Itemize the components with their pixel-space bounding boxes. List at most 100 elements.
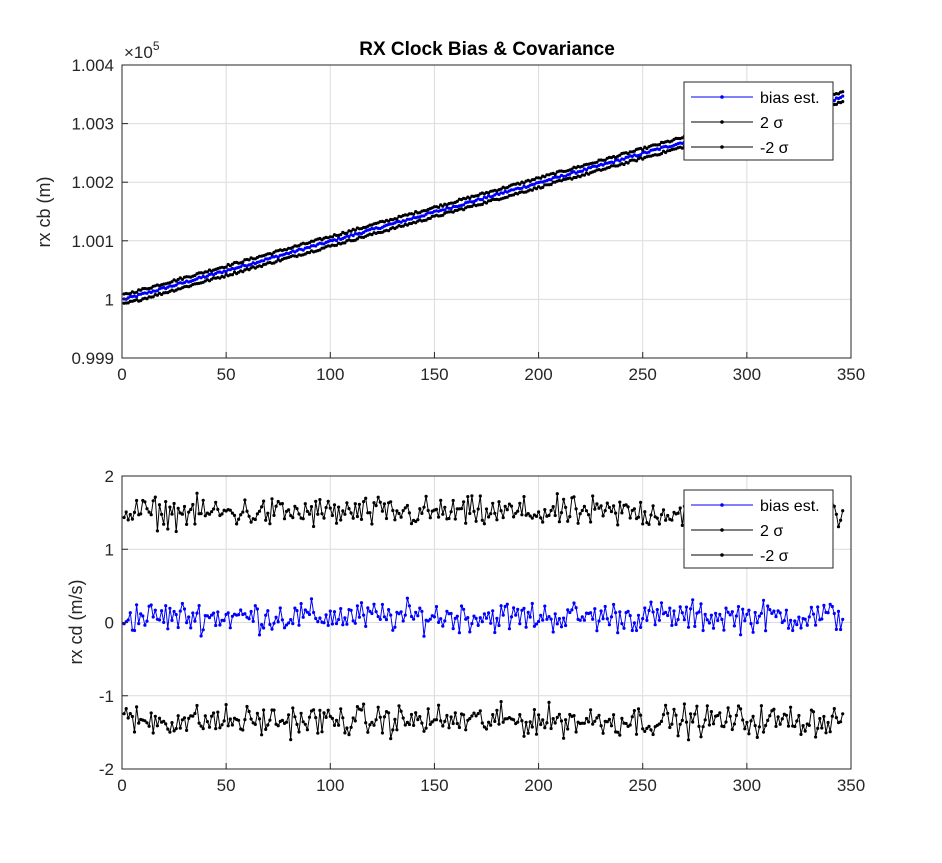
bot-series-point xyxy=(399,610,403,614)
bot-series-point xyxy=(418,507,422,511)
bot-series-point xyxy=(341,716,345,720)
bot-series-point xyxy=(728,714,732,718)
bot-series-point xyxy=(407,511,411,515)
top-series-point xyxy=(484,196,489,200)
bot-series-point xyxy=(609,510,614,514)
bot-series-point xyxy=(205,720,209,724)
bot-series-point xyxy=(126,618,130,622)
bot-series-point xyxy=(782,619,786,623)
bot-series-point xyxy=(470,714,474,718)
bot-series-point xyxy=(347,733,351,737)
bot-series-point xyxy=(364,624,368,629)
bot-series-point xyxy=(274,504,278,508)
bot-series-point xyxy=(359,517,364,522)
bot-series-point xyxy=(676,511,680,515)
bot-series-point xyxy=(555,622,559,626)
bot-series-point xyxy=(616,523,620,527)
top-series-point xyxy=(549,178,553,182)
bot-series-point xyxy=(549,508,553,513)
top-series-point xyxy=(128,292,132,296)
top-series-point xyxy=(580,169,584,173)
top-series-markers-2 xyxy=(122,100,845,305)
bot-series-point xyxy=(389,737,393,741)
bot-series-point xyxy=(389,500,393,504)
bot-series-point xyxy=(607,717,612,722)
bot-series-point xyxy=(686,738,691,742)
bot-series-point xyxy=(191,714,195,718)
bot-series-point xyxy=(743,727,747,731)
bot-series-point xyxy=(245,704,249,709)
bot-series-point xyxy=(166,627,170,631)
top-series-point xyxy=(645,146,649,151)
top-y-exponent-power: 5 xyxy=(153,39,160,53)
bot-series-point xyxy=(301,720,305,724)
bot-series-point xyxy=(353,502,357,506)
bot-series-point xyxy=(376,615,380,619)
bot-series-point xyxy=(287,621,291,625)
bot-series-point xyxy=(187,615,191,619)
bot-series-point xyxy=(753,610,757,615)
bot-series-point xyxy=(318,498,322,502)
bot-series-point xyxy=(547,700,551,705)
bot-series-point xyxy=(539,613,543,617)
bot-series-point xyxy=(786,724,791,728)
top-series-point xyxy=(659,152,664,156)
bot-series-point xyxy=(212,611,216,615)
bot-series-point xyxy=(462,500,466,504)
bot-series-point xyxy=(776,609,780,613)
top-y-tick-label: 0.999 xyxy=(71,349,114,368)
bot-series-point xyxy=(682,618,687,622)
bot-series-point xyxy=(680,611,684,615)
bot-series-point xyxy=(491,713,495,717)
bot-series-point xyxy=(624,721,628,726)
bot-series-point xyxy=(655,516,659,520)
bot-series-point xyxy=(587,720,591,724)
bot-series-point xyxy=(291,706,295,710)
bot-series-markers-0 xyxy=(122,596,845,638)
bot-series-point xyxy=(541,718,545,722)
bottom-x-ticks: 0 50 100 150 200 250 300 350 xyxy=(117,763,865,795)
bot-series-point xyxy=(428,617,432,621)
bot-series-point xyxy=(761,598,766,603)
bot-series-point xyxy=(437,703,441,707)
bot-series-point xyxy=(649,728,653,732)
bot-series-point xyxy=(220,512,224,516)
bot-series-point xyxy=(397,612,401,616)
top-y-axis-label: rx cb (m) xyxy=(34,177,54,248)
bot-series-point xyxy=(537,713,541,717)
bot-series-point xyxy=(686,625,691,629)
bottom-legend-marker-2 xyxy=(720,553,724,557)
bot-series-point xyxy=(449,510,453,514)
top-series-point xyxy=(534,187,539,191)
bot-series-point xyxy=(422,505,426,509)
bot-series-point xyxy=(226,611,230,615)
bot-series-point xyxy=(382,715,386,719)
bot-series-point xyxy=(720,617,724,622)
bot-series-point xyxy=(641,617,645,621)
bot-series-point xyxy=(516,607,520,612)
bot-series-point xyxy=(578,512,582,516)
bot-series-point xyxy=(532,624,537,628)
bot-series-point xyxy=(795,623,799,627)
bot-series-point xyxy=(628,614,632,618)
top-series-point xyxy=(239,265,243,269)
bot-series-point xyxy=(447,726,451,730)
bot-series-point xyxy=(368,723,372,727)
bot-series-point xyxy=(160,609,164,613)
bot-series-point xyxy=(199,511,203,516)
bot-series-point xyxy=(545,617,549,621)
bot-series-point xyxy=(201,727,205,731)
bot-series-point xyxy=(539,516,543,520)
bot-series-point xyxy=(293,606,297,610)
bot-series-point xyxy=(795,719,799,723)
bot-series-point xyxy=(761,730,766,734)
top-x-tick-label: 150 xyxy=(420,365,448,384)
bot-series-point xyxy=(768,608,772,612)
bot-series-point xyxy=(816,726,820,731)
bot-series-point xyxy=(472,509,476,513)
bot-series-point xyxy=(562,497,566,501)
bot-series-point xyxy=(226,724,230,728)
bot-series-point xyxy=(497,722,501,726)
bot-series-point xyxy=(549,726,553,731)
